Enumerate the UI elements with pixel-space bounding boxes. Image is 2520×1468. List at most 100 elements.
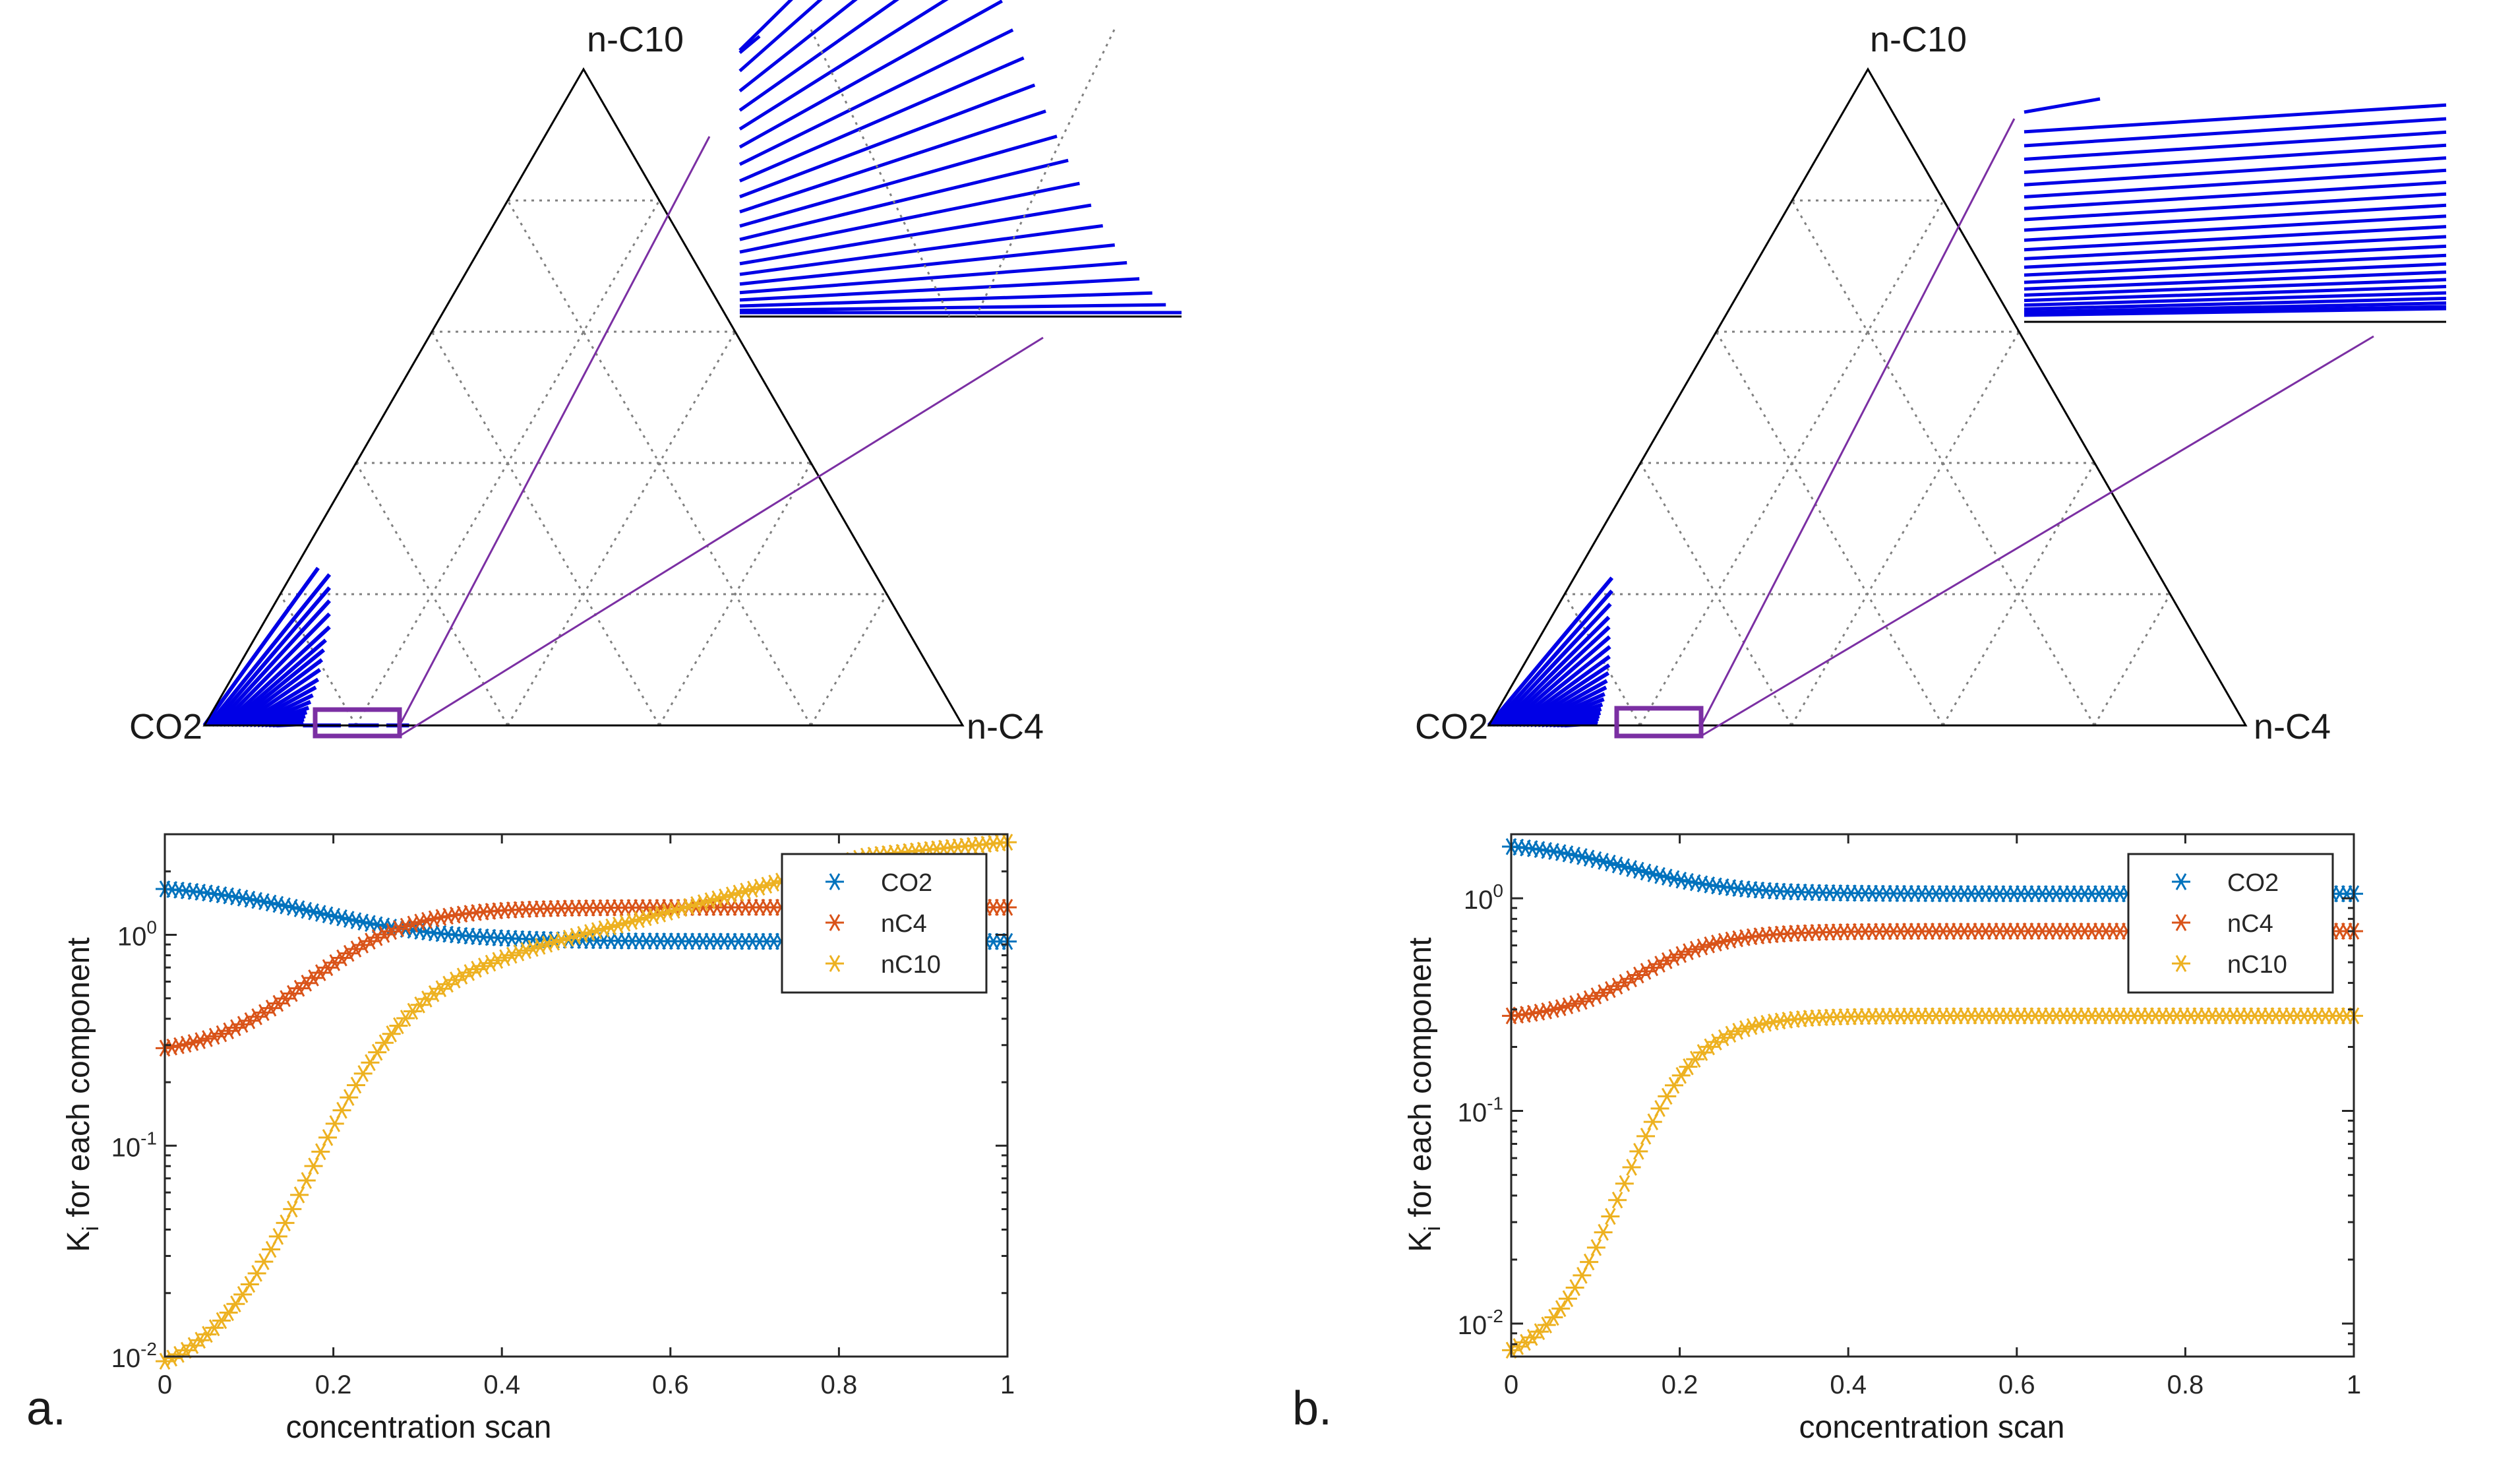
data-point	[396, 1010, 415, 1027]
y-tick-label: 10-1	[111, 1128, 157, 1162]
zoom-guide-line	[1700, 118, 2016, 726]
zoom-guide-line	[1700, 335, 2374, 737]
inset-tie-line	[2024, 203, 2447, 232]
y-tick-base: 10	[1458, 1099, 1487, 1128]
data-point	[1544, 1308, 1563, 1326]
y-axis-label-b: Ki for each component	[1403, 937, 1445, 1252]
tie-line	[249, 693, 314, 727]
plot-frame	[164, 833, 1009, 1358]
tie-line	[1522, 671, 1610, 727]
data-point	[375, 1034, 394, 1052]
data-point	[1573, 1266, 1592, 1284]
data-point	[198, 1326, 217, 1343]
data-point	[304, 1157, 323, 1175]
legend-marker	[2172, 955, 2190, 972]
y-tick-exponent: -2	[1487, 1306, 1503, 1326]
inset-tie-line	[2024, 301, 2447, 314]
legend-b: CO2 nC4 nC10	[2127, 853, 2334, 994]
inset-tie-line	[738, 0, 858, 92]
ternary-grid-a	[279, 199, 888, 726]
vertex-label-left-b: CO2	[1415, 707, 1488, 747]
ternary-tie-lines-a	[202, 566, 409, 727]
grid-line	[1790, 331, 2020, 726]
inset-tie-line	[2024, 270, 2447, 291]
y-tick-label: 10-1	[1458, 1093, 1503, 1128]
inset-tie-line	[2024, 103, 2447, 134]
y-tick-base: 10	[1464, 886, 1493, 915]
inset-tie-line	[738, 0, 949, 131]
data-point	[1629, 966, 1648, 984]
grid-line	[506, 200, 812, 726]
y-tick-label: 10-2	[111, 1339, 157, 1373]
data-point	[247, 1264, 266, 1282]
x-tick-label: 1	[2347, 1370, 2361, 1399]
inset-tie-line	[2024, 296, 2447, 311]
inset-tie-line	[2024, 97, 2101, 114]
inset-tie-line	[738, 28, 1014, 166]
legend-entry: CO2	[2227, 869, 2279, 897]
ternary-diagram-b: n-C10 CO2 n-C4	[1415, 20, 2447, 747]
ternary-triangle	[1487, 67, 2248, 727]
inset-tie-line	[739, 303, 1166, 313]
ternary-diagram-a: n-C10 CO2 n-C4	[129, 0, 1182, 747]
data-point	[1636, 1127, 1656, 1145]
x-tick-label: 0.4	[1830, 1370, 1867, 1399]
data-point	[283, 1200, 302, 1218]
data-point	[1643, 1113, 1662, 1130]
inset-tie-line	[2024, 156, 2447, 187]
x-tick-label: 0.6	[652, 1370, 689, 1399]
inset-tie-line	[738, 0, 823, 73]
grid-line	[431, 331, 661, 726]
zoom-guide-line	[398, 136, 711, 726]
grid-line	[279, 594, 357, 726]
tie-line	[1518, 663, 1611, 727]
tie-line	[218, 612, 331, 727]
y-tick-base: 10	[117, 923, 147, 952]
x-axis-label-a: concentration scan	[286, 1410, 552, 1445]
grid-line	[355, 462, 509, 726]
data-point	[1551, 1300, 1571, 1318]
y-tick-exponent: 0	[1493, 880, 1503, 901]
tie-line	[202, 566, 320, 727]
data-point	[340, 944, 359, 962]
inset-tie-line	[2024, 168, 2447, 199]
ternary-triangle	[202, 67, 965, 727]
data-point	[446, 971, 465, 989]
inset-tie-line	[738, 35, 761, 54]
legend-marker	[825, 873, 844, 890]
legend-entry: nC4	[2227, 910, 2273, 938]
data-point	[1650, 1100, 1669, 1117]
tie-line	[1510, 645, 1611, 727]
data-point	[1586, 1239, 1605, 1256]
data-point	[205, 1319, 224, 1337]
y-tick-exponent: -1	[1487, 1093, 1503, 1114]
data-point	[290, 1186, 309, 1204]
data-point	[1594, 1223, 1613, 1241]
data-point	[219, 1304, 238, 1322]
tie-line	[245, 685, 317, 727]
inset-tie-line	[2024, 235, 2447, 260]
y-tick-label: 100	[117, 917, 157, 952]
x-tick-label: 0.8	[821, 1370, 858, 1399]
legend-box	[781, 853, 988, 994]
data-point	[162, 1349, 181, 1367]
data-point	[1601, 1208, 1620, 1225]
data-point	[1658, 1087, 1677, 1105]
data-point	[1671, 1066, 1691, 1084]
inset-tie-line	[2024, 285, 2447, 303]
legend-entry: CO2	[881, 869, 932, 897]
inset-tie-line	[738, 0, 899, 112]
data-point	[1615, 973, 1634, 991]
zoom-inset-b	[2024, 97, 2447, 323]
data-point	[233, 1016, 253, 1033]
data-point	[212, 1312, 231, 1330]
tie-line	[214, 599, 331, 727]
ternary-frame-a	[202, 67, 1044, 739]
legend-entry: nC10	[2227, 951, 2287, 979]
inset-grid-line	[810, 29, 951, 317]
data-point	[268, 1227, 287, 1245]
data-point	[262, 1240, 281, 1258]
inset-tie-line	[2024, 305, 2447, 317]
